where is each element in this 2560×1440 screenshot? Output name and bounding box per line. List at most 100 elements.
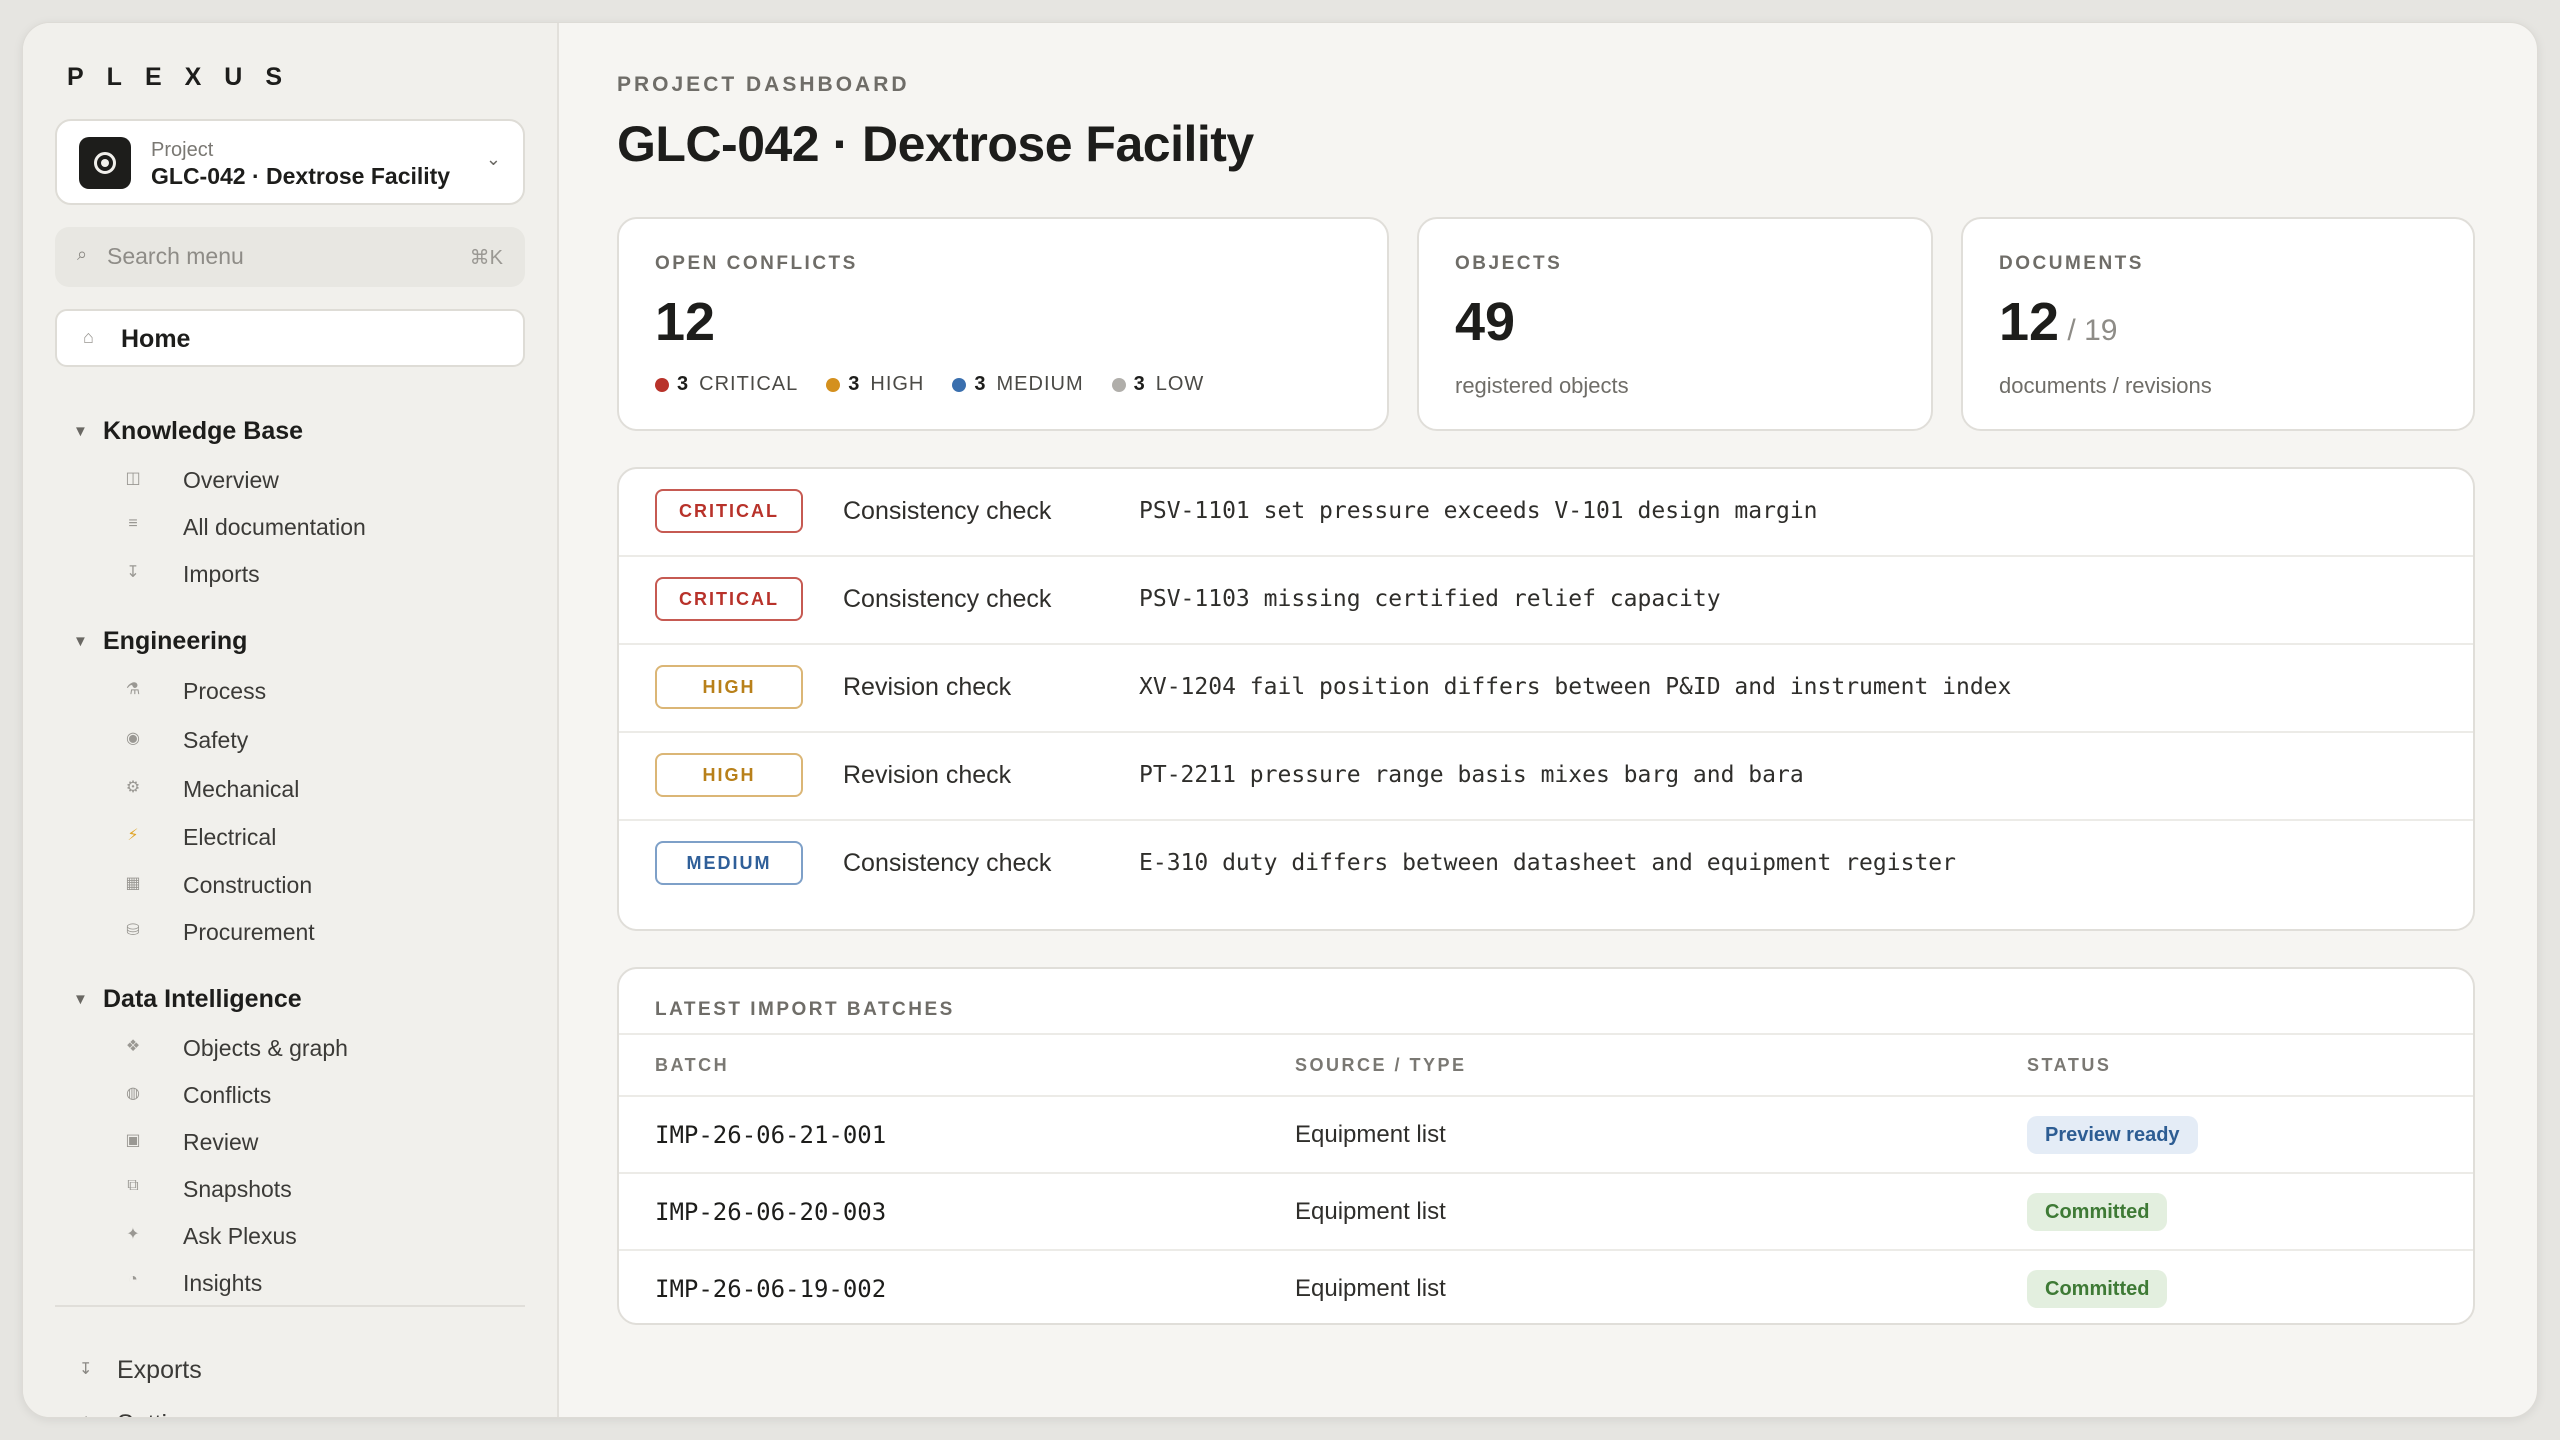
severity-level: LOW bbox=[1155, 373, 1205, 395]
documents-card[interactable]: DOCUMENTS 12 / 19 documents / revisions bbox=[1961, 217, 2475, 431]
sidebar-item-process[interactable]: ⚗ Process bbox=[121, 674, 521, 714]
project-name: GLC-042 · Dextrose Facility bbox=[151, 163, 451, 189]
sidebar-item-exports[interactable]: ↧ Exports bbox=[79, 1353, 519, 1393]
columns-icon: ◫ bbox=[125, 470, 141, 487]
sidebar-item-label: Objects & graph bbox=[183, 1035, 348, 1061]
severity-badge: HIGH bbox=[655, 665, 803, 709]
sidebar-item-snapshots[interactable]: ⧉ Snapshots bbox=[121, 1172, 521, 1212]
conflict-row[interactable]: CRITICAL Consistency check PSV-1103 miss… bbox=[619, 557, 2473, 645]
sidebar-item-imports[interactable]: ↧ Imports bbox=[121, 557, 521, 597]
shield-icon: ◉ bbox=[126, 730, 140, 747]
conflict-row[interactable]: CRITICAL Consistency check PSV-1101 set … bbox=[619, 469, 2473, 557]
conflict-row[interactable]: MEDIUM Consistency check E-310 duty diff… bbox=[619, 821, 2473, 909]
sidebar-item-label: Procurement bbox=[183, 919, 315, 945]
section-title: Engineering bbox=[103, 627, 248, 655]
check-type: Consistency check bbox=[843, 585, 1052, 613]
sidebar-item-label: Snapshots bbox=[183, 1176, 292, 1202]
project-icon bbox=[79, 137, 131, 189]
open-conflicts-card[interactable]: OPEN CONFLICTS 12 3 CRITICAL 3 HIGH 3 MEDIU… bbox=[617, 217, 1389, 431]
home-icon: ⌂ bbox=[83, 327, 94, 347]
sidebar-item-insights[interactable]: ◔ Insights bbox=[121, 1266, 521, 1306]
page-eyebrow: PROJECT DASHBOARD bbox=[617, 73, 910, 96]
column-header-status[interactable]: STATUS bbox=[2027, 1055, 2112, 1075]
sidebar-divider bbox=[55, 1305, 525, 1307]
table-row[interactable]: IMP-26-06-19-002 Equipment list Committe… bbox=[619, 1249, 2473, 1323]
triangle-down-icon: ▼ bbox=[73, 991, 88, 1008]
sidebar-item-overview[interactable]: ◫ Overview bbox=[121, 463, 521, 503]
search-placeholder: Search menu bbox=[107, 243, 244, 269]
import-icon: ↧ bbox=[126, 564, 140, 581]
sidebar-item-safety[interactable]: ◉ Safety bbox=[121, 723, 521, 763]
sidebar-item-procurement[interactable]: ⛁ Procurement bbox=[121, 915, 521, 955]
sidebar-item-label: Process bbox=[183, 678, 267, 704]
status-badge: Preview ready bbox=[2027, 1116, 2198, 1154]
chevron-down-icon: ⌄ bbox=[485, 149, 501, 169]
section-engineering[interactable]: ▼ Engineering bbox=[73, 627, 247, 656]
table-divider bbox=[619, 1033, 2473, 1035]
conflict-row[interactable]: HIGH Revision check XV-1204 fail positio… bbox=[619, 645, 2473, 733]
search-input[interactable]: ⌕ Search menu ⌘K bbox=[55, 227, 525, 287]
sidebar-item-construction[interactable]: ▦ Construction bbox=[121, 868, 521, 908]
sidebar-item-label: All documentation bbox=[183, 514, 366, 540]
sidebar-item-label: Overview bbox=[183, 467, 279, 493]
sidebar-item-mechanical[interactable]: ⚙ Mechanical bbox=[121, 772, 521, 812]
severity-badge: CRITICAL bbox=[655, 489, 803, 533]
severity-badge: CRITICAL bbox=[655, 577, 803, 621]
section-title: Knowledge Base bbox=[103, 417, 304, 445]
sidebar-item-home[interactable]: ⌂ Home bbox=[55, 309, 525, 367]
sidebar-item-all-documentation[interactable]: ≡ All documentation bbox=[121, 510, 521, 550]
severity-level: CRITICAL bbox=[699, 373, 799, 395]
stat-label: DOCUMENTS bbox=[1999, 253, 2144, 274]
column-header-source[interactable]: SOURCE / TYPE bbox=[1295, 1055, 1467, 1075]
sidebar-item-review[interactable]: ▣ Review bbox=[121, 1125, 521, 1165]
severity-count: 3 bbox=[1133, 373, 1146, 395]
sidebar-item-label: Home bbox=[121, 325, 191, 353]
check-type: Revision check bbox=[843, 761, 1012, 789]
severity-badge: HIGH bbox=[655, 753, 803, 797]
batch-source: Equipment list bbox=[1295, 1198, 1446, 1225]
section-title: Data Intelligence bbox=[103, 985, 302, 1013]
stat-value: 12 bbox=[655, 292, 716, 352]
conflict-row[interactable]: HIGH Revision check PT-2211 pressure ran… bbox=[619, 733, 2473, 821]
batch-id[interactable]: IMP-26-06-21-001 bbox=[655, 1121, 887, 1149]
sidebar-item-conflicts[interactable]: ◍ Conflicts bbox=[121, 1078, 521, 1118]
objects-card[interactable]: OBJECTS 49 registered objects bbox=[1417, 217, 1933, 431]
stat-value: 49 bbox=[1455, 292, 1516, 352]
project-label: Project bbox=[151, 139, 214, 161]
sidebar-item-electrical[interactable]: ⚡ Electrical bbox=[121, 820, 521, 860]
sidebar-item-label: Electrical bbox=[183, 824, 277, 850]
project-switcher[interactable]: Project GLC-042 · Dextrose Facility ⌄ bbox=[55, 119, 525, 205]
pie-icon: ◔ bbox=[128, 1271, 138, 1288]
section-knowledge-base[interactable]: ▼ Knowledge Base bbox=[73, 417, 303, 446]
conflict-icon: ◍ bbox=[126, 1085, 140, 1102]
column-header-batch[interactable]: BATCH bbox=[655, 1055, 730, 1075]
low-dot-icon bbox=[1111, 377, 1126, 392]
main-content: PROJECT DASHBOARD GLC-042 · Dextrose Fac… bbox=[561, 23, 2537, 1417]
batch-id[interactable]: IMP-26-06-19-002 bbox=[655, 1275, 887, 1303]
sidebar-item-label: Construction bbox=[183, 872, 313, 898]
sidebar-item-label: Ask Plexus bbox=[183, 1223, 297, 1249]
batch-id[interactable]: IMP-26-06-20-003 bbox=[655, 1198, 887, 1226]
conflict-message: PSV-1103 missing certified relief capaci… bbox=[1139, 586, 1721, 612]
severity-count: 3 bbox=[848, 373, 861, 395]
triangle-down-icon: ▼ bbox=[73, 633, 88, 650]
check-type: Consistency check bbox=[843, 497, 1052, 525]
search-shortcut: ⌘K bbox=[469, 247, 503, 269]
sparkle-icon: ✦ bbox=[126, 1226, 140, 1243]
sidebar-item-settings[interactable]: ⚙ Settings bbox=[79, 1407, 519, 1417]
review-icon: ▣ bbox=[125, 1132, 141, 1149]
sidebar-item-label: Insights bbox=[183, 1270, 263, 1296]
table-row[interactable]: IMP-26-06-20-003 Equipment list Committe… bbox=[619, 1172, 2473, 1249]
app-logo: PLEXUS bbox=[67, 63, 306, 91]
app-window: PLEXUS Project GLC-042 · Dextrose Facili… bbox=[22, 22, 2538, 1418]
sidebar-item-objects-graph[interactable]: ❖ Objects & graph bbox=[121, 1031, 521, 1071]
table-row[interactable]: IMP-26-06-21-001 Equipment list Preview … bbox=[619, 1095, 2473, 1172]
conflict-message: PSV-1101 set pressure exceeds V-101 desi… bbox=[1139, 498, 1818, 524]
revisions-count: / 19 bbox=[2059, 314, 2118, 347]
sidebar-item-ask-plexus[interactable]: ✦ Ask Plexus bbox=[121, 1219, 521, 1259]
gear-icon: ⚙ bbox=[79, 1413, 93, 1417]
batch-source: Equipment list bbox=[1295, 1275, 1446, 1302]
section-data-intelligence[interactable]: ▼ Data Intelligence bbox=[73, 985, 302, 1014]
severity-level: MEDIUM bbox=[996, 373, 1084, 395]
box-icon: ⛁ bbox=[126, 922, 140, 939]
